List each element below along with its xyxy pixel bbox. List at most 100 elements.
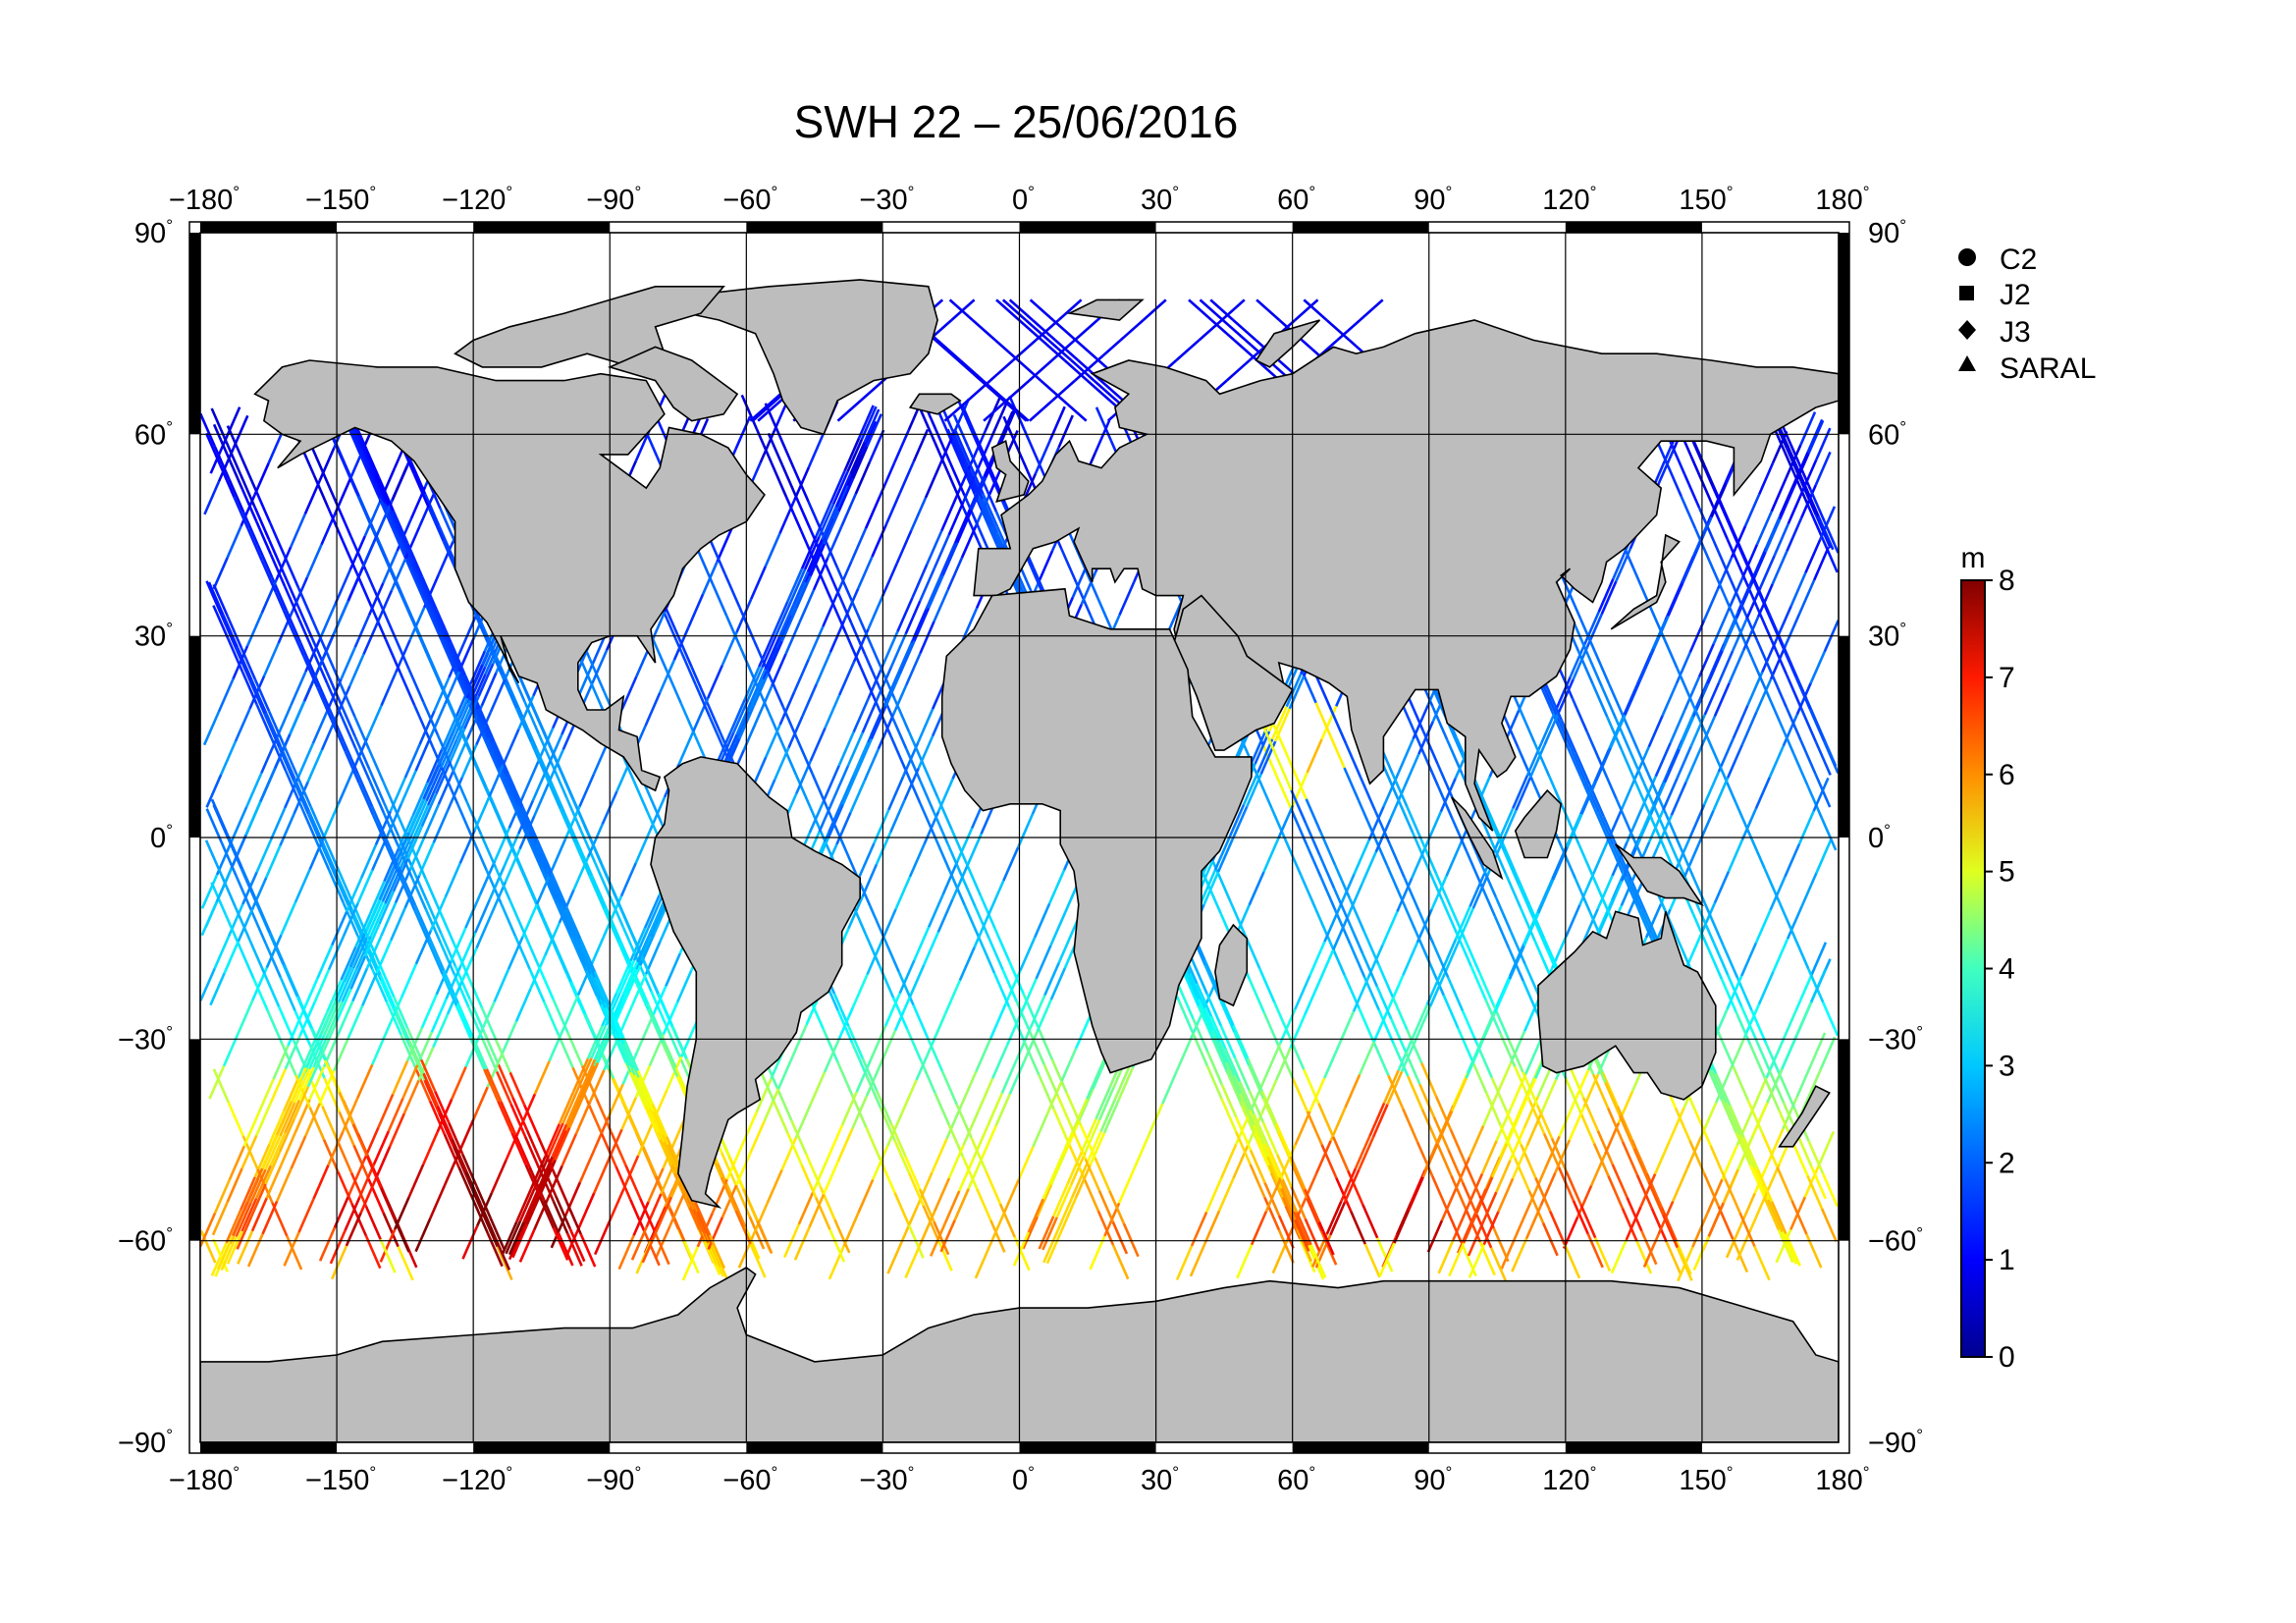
swh-track-segment — [331, 911, 348, 947]
swh-track-segment — [1814, 514, 1832, 549]
swh-track-segment — [1785, 1233, 1801, 1267]
swh-track-segment — [711, 1244, 728, 1279]
swh-track-segment — [1242, 771, 1259, 806]
swh-track-segment — [1304, 1188, 1321, 1223]
swh-track-segment — [306, 1053, 324, 1088]
swh-track-segment — [521, 806, 539, 841]
swh-track-segment — [1691, 913, 1709, 947]
swh-track-segment — [1247, 1057, 1263, 1092]
swh-track-segment — [654, 1225, 671, 1260]
swh-track-segment — [268, 521, 286, 556]
swh-track-segment — [1086, 1064, 1103, 1100]
swh-track-segment — [1249, 1149, 1266, 1184]
swh-track-segment — [1418, 1083, 1436, 1118]
swh-track-segment — [536, 1156, 554, 1191]
swh-track-segment — [1228, 804, 1246, 839]
swh-track-segment — [1248, 978, 1265, 1013]
swh-track-segment — [763, 1088, 780, 1122]
swh-track-segment — [1597, 578, 1615, 613]
swh-track-segment — [1246, 773, 1262, 808]
swh-track-segment — [786, 568, 804, 603]
swh-track-segment — [1248, 1089, 1265, 1123]
swh-track-segment — [752, 1202, 770, 1236]
swh-track-segment — [1374, 819, 1392, 853]
swh-track-segment — [1799, 739, 1817, 775]
swh-track-segment — [501, 1020, 518, 1055]
swh-track-segment — [1349, 943, 1366, 978]
swh-track-segment — [800, 1164, 818, 1199]
swh-track-segment — [380, 672, 398, 707]
swh-track-segment — [362, 622, 379, 655]
swh-track-segment — [254, 489, 272, 523]
swh-track-segment — [1225, 1061, 1242, 1095]
swh-track-segment — [1270, 807, 1288, 842]
swh-track-segment — [1769, 645, 1787, 680]
swh-track-segment — [1013, 1236, 1031, 1271]
swh-track-segment — [1714, 1072, 1732, 1107]
swh-track-segment — [212, 557, 229, 590]
swh-track-segment — [1097, 1190, 1115, 1223]
swh-track-segment — [729, 698, 746, 733]
swh-track-segment — [1795, 682, 1812, 716]
swh-track-segment — [550, 839, 567, 873]
swh-track-segment — [778, 691, 796, 726]
swh-track-segment — [1084, 1158, 1101, 1192]
swh-track-segment — [564, 1181, 582, 1217]
swh-track-segment — [339, 683, 356, 718]
swh-track-segment — [1515, 1202, 1532, 1237]
swh-track-segment — [1428, 962, 1445, 997]
swh-track-segment — [1080, 570, 1097, 606]
swh-track-segment — [608, 1188, 625, 1222]
lon-tick-label: −180° — [169, 1463, 240, 1496]
swh-track-segment — [279, 976, 296, 1012]
swh-track-segment — [1372, 1007, 1390, 1043]
swh-track-segment — [1210, 319, 1236, 342]
swh-track-segment — [1234, 1130, 1252, 1165]
swh-track-segment — [1569, 643, 1586, 678]
swh-track-segment — [1724, 1178, 1741, 1214]
swh-track-segment — [764, 724, 781, 758]
swh-track-segment — [833, 1218, 851, 1254]
swh-track-segment — [1635, 1174, 1653, 1210]
swh-track-segment — [368, 768, 386, 803]
swh-track-segment — [1415, 1005, 1432, 1040]
swh-track-segment — [1620, 873, 1637, 906]
swh-track-segment — [1593, 650, 1611, 685]
swh-track-segment — [308, 1066, 326, 1101]
swh-track-segment — [803, 536, 821, 570]
swh-track-segment — [967, 1157, 984, 1190]
swh-track-segment — [400, 871, 417, 906]
swh-track-segment — [471, 1086, 489, 1121]
swh-track-segment — [979, 894, 996, 930]
swh-track-segment — [1260, 1079, 1278, 1114]
swh-track-segment — [552, 999, 569, 1034]
land-madagascar — [1214, 923, 1249, 1007]
swh-track-segment — [217, 448, 235, 482]
swh-track-segment — [1220, 1098, 1238, 1133]
swh-track-segment — [818, 517, 835, 552]
swh-track-segment — [322, 843, 340, 878]
swh-track-segment — [329, 1229, 347, 1265]
swh-track-segment — [1352, 977, 1369, 1012]
swh-track-segment — [463, 675, 481, 710]
swh-track-segment — [1749, 1044, 1766, 1079]
swh-track-segment — [893, 698, 911, 732]
swh-track-segment — [822, 1161, 839, 1195]
swh-track-segment — [318, 1226, 337, 1262]
land-north-america — [253, 359, 766, 792]
lat-tick-label: −60° — [118, 1224, 173, 1258]
circle-marker-icon — [1958, 248, 1976, 266]
swh-track-segment — [863, 748, 881, 782]
swh-track-segment — [231, 1201, 249, 1237]
swh-track-segment — [1056, 1131, 1074, 1166]
swh-track-segment — [522, 1194, 539, 1228]
swh-track-segment — [1727, 839, 1743, 873]
swh-track-segment — [228, 478, 245, 513]
swh-track-segment — [1627, 881, 1644, 915]
swh-track-segment — [767, 640, 783, 675]
swh-track-segment — [377, 477, 395, 512]
swh-track-segment — [1778, 721, 1795, 755]
swh-track-segment — [288, 700, 306, 735]
swh-track-segment — [1096, 339, 1122, 361]
swh-track-segment — [1306, 1197, 1323, 1232]
